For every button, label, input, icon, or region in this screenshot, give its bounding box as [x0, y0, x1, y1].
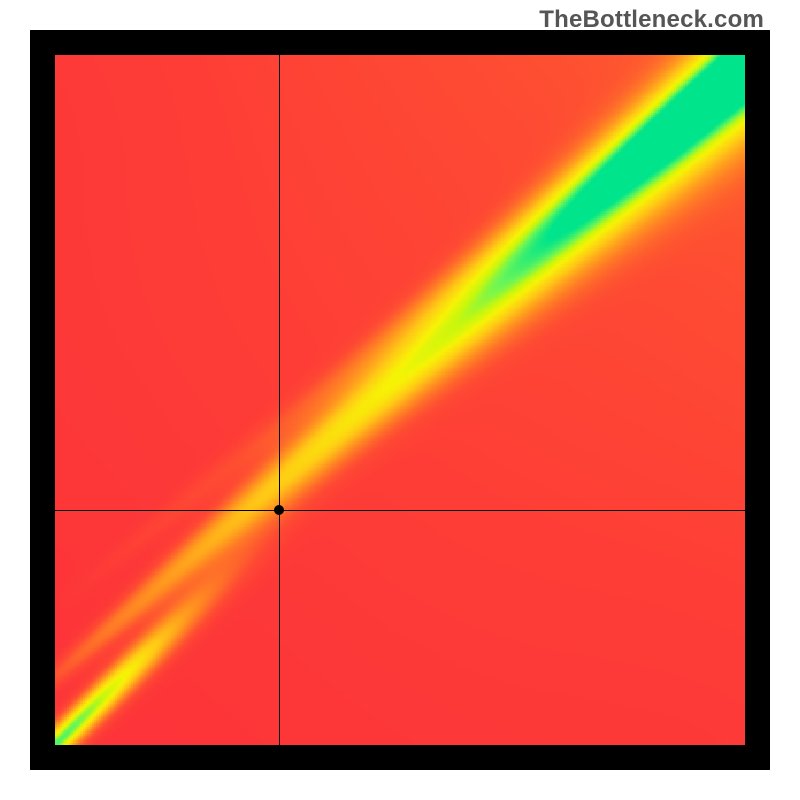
heatmap-plot [55, 55, 745, 745]
chart-frame [30, 30, 770, 770]
chart-container: TheBottleneck.com [0, 0, 800, 800]
heatmap-canvas [55, 55, 745, 745]
